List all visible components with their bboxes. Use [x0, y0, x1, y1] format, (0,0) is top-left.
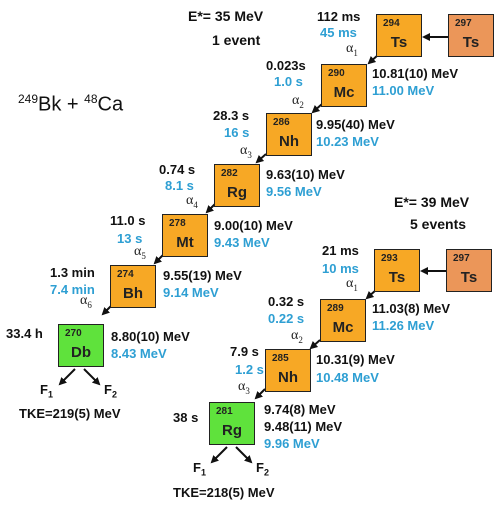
fission-fragment-2-a: F2 — [104, 382, 117, 400]
lifetime-calc-285nh: 1.2 s — [235, 362, 264, 377]
arrow-282-to-278 — [205, 203, 216, 214]
nuclide-box-281rg: 281 Rg — [209, 402, 255, 445]
tke-label-b: TKE=218(5) MeV — [173, 485, 275, 500]
energy-calc-a5: 9.14 MeV — [163, 285, 219, 300]
arrow-285-to-281 — [254, 388, 266, 400]
energy-calc-b1: 11.26 MeV — [372, 318, 435, 333]
nuclide-box-289mc: 289 Mc — [320, 299, 366, 342]
nuclide-box-270db: 270 Db — [58, 324, 104, 367]
lifetime-exp-270db: 33.4 h — [6, 326, 43, 341]
arrow-281-fission-2 — [235, 446, 253, 464]
fission-fragment-2-b: F2 — [256, 460, 269, 478]
alpha-label-a2: α2 — [292, 93, 304, 110]
fission-fragment-1-a: F1 — [40, 382, 53, 400]
arrow-286-to-282 — [255, 153, 267, 164]
lifetime-calc-286nh: 16 s — [224, 125, 250, 140]
lifetime-calc-278mt: 13 s — [117, 231, 143, 246]
alpha-label-b3: α3 — [238, 379, 250, 396]
arrow-281-fission-1 — [210, 446, 228, 464]
energy-exp-b1: 11.03(8) MeV — [372, 301, 451, 316]
alpha-label-a1: α1 — [346, 41, 358, 58]
alpha-label-a3: α3 — [240, 143, 252, 160]
alpha-label-a5: α5 — [134, 244, 146, 261]
chain-a-energy-label: E*= 35 MeV — [188, 8, 264, 24]
nuclide-box-294ts: 294 Ts — [376, 14, 422, 57]
energy-exp-a4: 9.00(10) MeV — [214, 218, 293, 233]
lifetime-exp-290mc: 0.023s — [266, 58, 306, 73]
lifetime-exp-281rg: 38 s — [173, 410, 199, 425]
arrow-270-fission-1 — [58, 368, 76, 386]
arrow-290-to-286 — [311, 103, 323, 114]
lifetime-calc-274bh: 7.4 min — [50, 282, 95, 297]
nuclide-box-282rg: 282 Rg — [214, 164, 260, 207]
nuclide-box-274bh: 274 Bh — [110, 265, 156, 308]
arrow-270-fission-2 — [83, 368, 101, 386]
energy-calc-a1: 11.00 MeV — [372, 83, 435, 98]
fission-fragment-1-b: F1 — [193, 460, 206, 478]
tke-label-a: TKE=219(5) MeV — [19, 406, 121, 421]
energy-exp-b2: 10.31(9) MeV — [316, 352, 395, 367]
lifetime-exp-293ts: 21 ms — [322, 243, 359, 258]
energy-exp-b4: 9.48(11) MeV — [264, 419, 343, 434]
energy-calc-a3: 9.56 MeV — [266, 184, 322, 199]
nuclide-box-285nh: 285 Nh — [265, 349, 311, 392]
alpha-label-a6: α6 — [80, 293, 92, 310]
reaction-label: 249Bk + 48Ca — [18, 92, 124, 116]
lifetime-exp-294ts: 112 ms — [317, 9, 361, 24]
energy-calc-a4: 9.43 MeV — [214, 235, 270, 250]
chain-a-events-label: 1 event — [212, 32, 261, 48]
lifetime-exp-274bh: 1.3 min — [50, 265, 95, 280]
energy-calc-b2: 10.48 MeV — [316, 370, 379, 385]
energy-exp-a6: 8.80(10) MeV — [111, 329, 190, 344]
alpha-label-b2: α2 — [291, 328, 303, 345]
nuclide-box-290mc: 290 Mc — [321, 64, 367, 107]
nuclide-box-293ts: 293 Ts — [374, 249, 420, 292]
arrow-274-to-270 — [101, 305, 112, 316]
lifetime-calc-293ts: 10 ms — [322, 261, 359, 276]
lifetime-exp-285nh: 7.9 s — [230, 344, 259, 359]
alpha-label-a4: α4 — [186, 193, 198, 210]
lifetime-calc-290mc: 1.0 s — [274, 74, 303, 89]
nuclide-box-297ts-a: 297 Ts — [448, 14, 494, 57]
energy-exp-a5: 9.55(19) MeV — [163, 268, 242, 283]
lifetime-exp-278mt: 11.0 s — [110, 213, 146, 228]
energy-exp-a2: 9.95(40) MeV — [316, 117, 395, 132]
energy-exp-b3: 9.74(8) MeV — [264, 402, 336, 417]
lifetime-exp-286nh: 28.3 s — [213, 108, 250, 123]
lifetime-exp-282rg: 0.74 s — [159, 162, 196, 177]
energy-exp-a3: 9.63(10) MeV — [266, 167, 345, 182]
nuclide-box-278mt: 278 Mt — [162, 214, 208, 257]
lifetime-calc-289mc: 0.22 s — [268, 311, 305, 326]
energy-calc-a6: 8.43 MeV — [111, 346, 167, 361]
energy-calc-a2: 10.23 MeV — [316, 134, 379, 149]
arrow-289-to-285 — [309, 339, 321, 350]
arrow-278-to-274 — [153, 254, 164, 265]
chain-b-energy-label: E*= 39 MeV — [394, 194, 470, 210]
energy-calc-b3: 9.96 MeV — [264, 436, 320, 451]
chain-b-events-label: 5 events — [410, 216, 467, 232]
nuclide-box-297ts-b: 297 Ts — [446, 249, 492, 292]
energy-exp-a1: 10.81(10) MeV — [372, 66, 458, 81]
nuclide-box-286nh: 286 Nh — [266, 113, 312, 156]
lifetime-calc-294ts: 45 ms — [320, 25, 357, 40]
lifetime-calc-282rg: 8.1 s — [165, 178, 194, 193]
lifetime-exp-289mc: 0.32 s — [268, 294, 305, 309]
alpha-label-b1: α1 — [346, 276, 358, 293]
